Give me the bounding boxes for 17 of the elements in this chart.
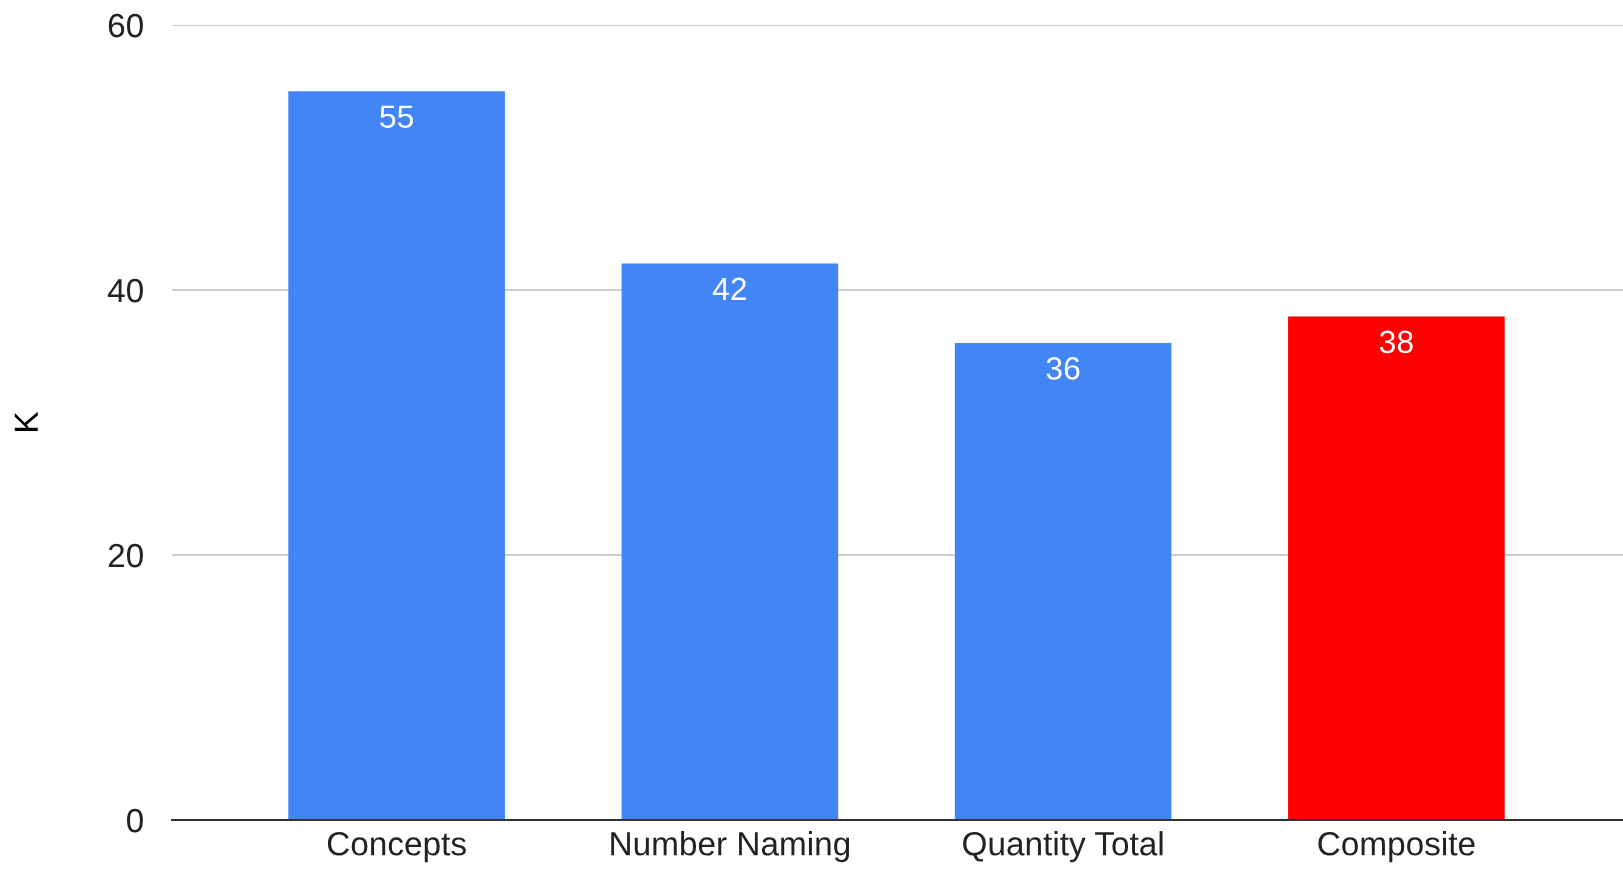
y-tick-label: 60 [108,13,143,38]
x-tick-label: Quantity Total [963,831,1163,863]
x-tick-label: Concepts [327,831,466,863]
data-label: 36 [1046,357,1080,380]
y-axis-title: K [14,411,38,431]
bar [621,263,839,820]
y-tick-label: 0 [126,808,143,833]
y-tick-label: 40 [107,278,143,303]
bar [954,343,1172,820]
bar [1288,316,1505,820]
bar [288,91,505,820]
data-label: 55 [380,105,414,128]
x-tick-label: Composite [1318,831,1475,863]
data-label: 42 [712,277,747,300]
x-tick-label: Number Naming [611,831,850,863]
data-label: 38 [1379,330,1413,354]
y-tick-label: 20 [108,543,143,568]
